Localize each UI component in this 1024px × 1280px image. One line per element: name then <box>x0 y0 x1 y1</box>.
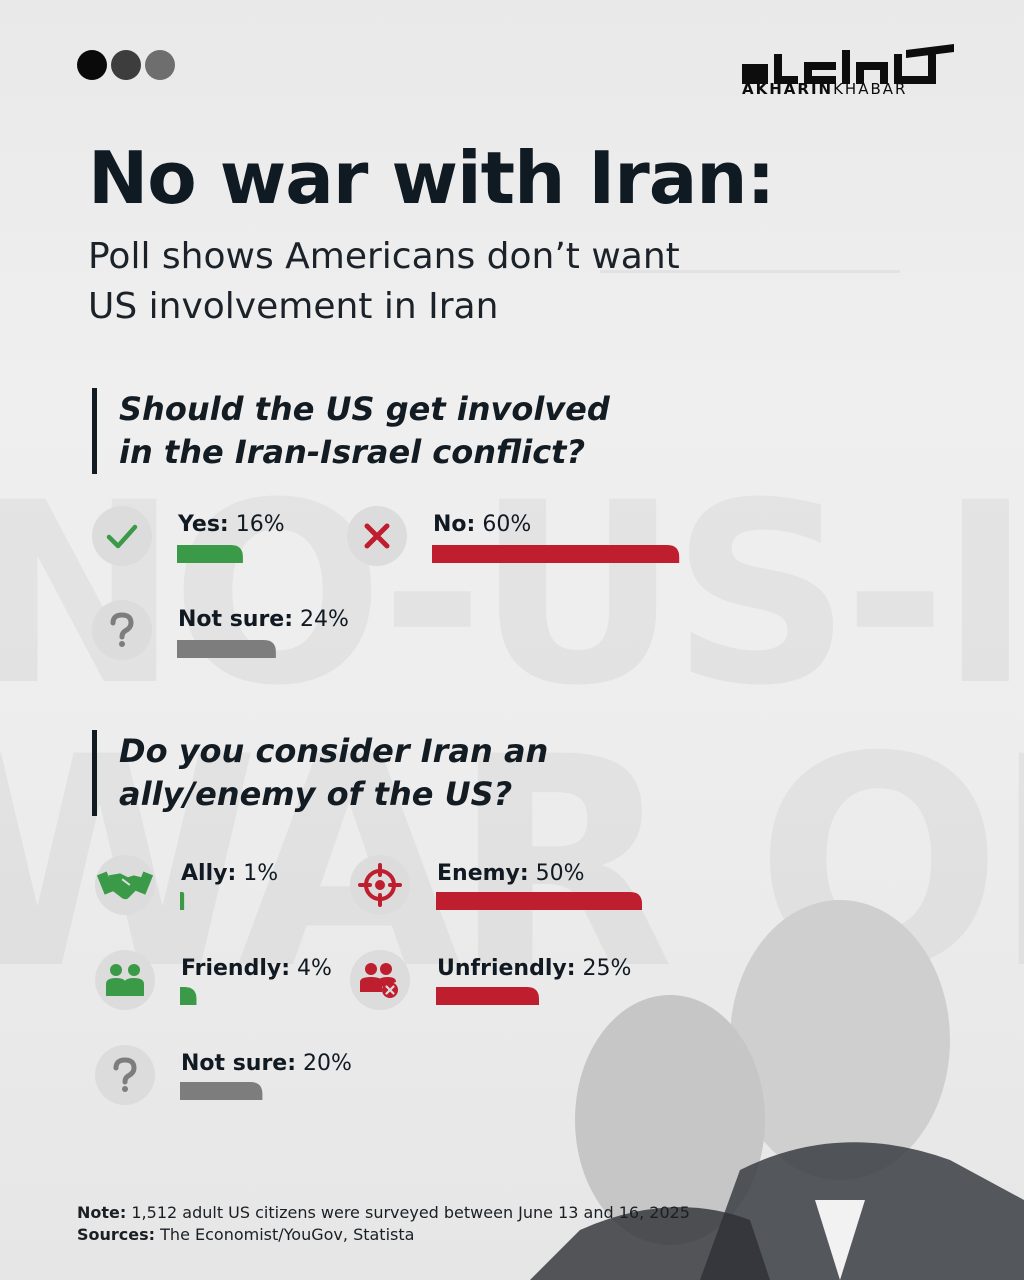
bar-shape <box>180 892 185 910</box>
question-1-title: Should the US get involved in the Iran-I… <box>92 388 652 474</box>
category-label: Yes: <box>178 512 229 537</box>
background-people-photo <box>530 900 1024 1280</box>
value-label: 4% <box>290 956 332 981</box>
q2-label-unfriendly: Unfriendly: 25% <box>437 956 631 981</box>
q2-bar-not-sure <box>180 1082 263 1100</box>
bar-shape <box>177 640 276 658</box>
q1-label-yes: Yes: 16% <box>178 512 285 537</box>
q2-bar-friendly <box>180 987 197 1005</box>
q2-bar-unfriendly <box>436 987 539 1005</box>
target-icon <box>350 855 410 915</box>
value-label: 25% <box>575 956 632 981</box>
akharin-khabar-logo <box>742 44 954 84</box>
background-protest-text-1: NO-US-ISR <box>0 449 1024 740</box>
question-icon <box>92 600 152 660</box>
q2-label-friendly: Friendly: 4% <box>181 956 332 981</box>
q1-bar-yes <box>177 545 243 563</box>
category-label: Not sure: <box>178 607 294 632</box>
note-line: Note: 1,512 adult US citizens were surve… <box>77 1203 690 1222</box>
value-label: 20% <box>296 1051 352 1076</box>
value-label: 16% <box>228 512 285 537</box>
check-icon <box>92 506 152 566</box>
bar-shape <box>180 987 197 1005</box>
page-subtitle: Poll shows Americans don’t want US invol… <box>88 236 680 327</box>
q1-label-not-sure: Not sure: 24% <box>178 607 349 632</box>
q2-label-enemy: Enemy: 50% <box>437 861 585 886</box>
handshake-icon <box>95 855 155 915</box>
category-label: No: <box>433 512 476 537</box>
unfriendly-people-icon <box>350 950 410 1010</box>
bar-shape <box>436 987 539 1005</box>
page-title: No war with Iran: <box>88 136 775 220</box>
friends-icon <box>95 950 155 1010</box>
brand-logo: AKHARINKHABAR <box>738 40 958 120</box>
question-2-title: Do you consider Iran an ally/enemy of th… <box>92 730 652 816</box>
bar-shape <box>177 545 243 563</box>
q2-label-ally: Ally: 1% <box>181 861 278 886</box>
question-icon <box>95 1045 155 1105</box>
dot <box>77 50 107 80</box>
bar-shape <box>432 545 680 563</box>
x-icon <box>347 506 407 566</box>
q2-bar-enemy <box>436 892 642 910</box>
value-label: 60% <box>475 512 532 537</box>
q2-label-not-sure: Not sure: 20% <box>181 1051 352 1076</box>
pagination-dots <box>77 50 175 80</box>
bar-shape <box>436 892 642 910</box>
value-label: 1% <box>236 861 279 886</box>
q1-label-no: No: 60% <box>433 512 531 537</box>
category-label: Friendly: <box>181 956 291 981</box>
dot <box>145 50 175 80</box>
value-label: 50% <box>528 861 585 886</box>
category-label: Not sure: <box>181 1051 297 1076</box>
category-label: Unfriendly: <box>437 956 576 981</box>
q1-bar-not-sure <box>177 640 276 658</box>
logo-wordmark: AKHARINKHABAR <box>742 80 908 98</box>
category-label: Enemy: <box>437 861 529 886</box>
footnote: Note: 1,512 adult US citizens were surve… <box>77 1202 690 1246</box>
bar-shape <box>180 1082 263 1100</box>
sources-line: Sources: The Economist/YouGov, Statista <box>77 1225 415 1244</box>
value-label: 24% <box>293 607 349 632</box>
q2-bar-ally <box>180 892 185 910</box>
q1-bar-no <box>432 545 680 563</box>
background-building <box>600 270 900 380</box>
category-label: Ally: <box>181 861 237 886</box>
dot <box>111 50 141 80</box>
